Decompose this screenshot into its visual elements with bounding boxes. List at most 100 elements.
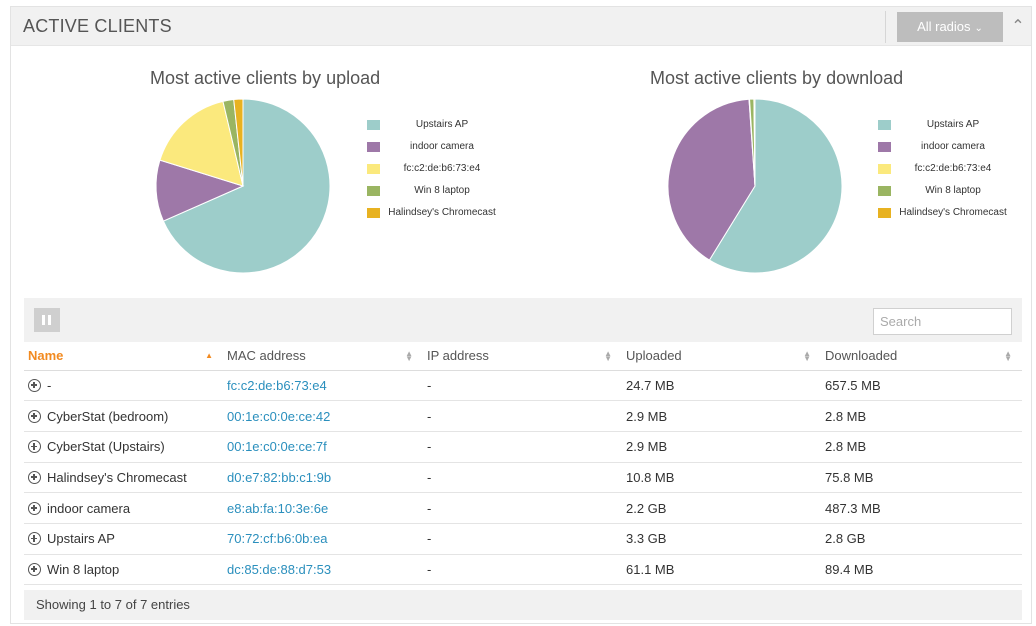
mac-address-link[interactable]: 00:1e:c0:0e:ce:42 xyxy=(223,400,423,432)
expand-plus-icon[interactable] xyxy=(28,562,41,576)
legend-swatch xyxy=(367,120,380,130)
column-header-uploaded[interactable]: Uploaded ▲ ▼ xyxy=(622,342,821,371)
client-name-cell[interactable]: indoor camera xyxy=(24,492,223,524)
expand-plus-icon[interactable] xyxy=(28,470,41,484)
mac-address-link[interactable]: dc:85:de:88:d7:53 xyxy=(223,554,423,586)
legend-label: fc:c2:de:b6:73:e4 xyxy=(403,163,481,174)
table-row: CyberStat (bedroom) 00:1e:c0:0e:ce:42 - … xyxy=(24,400,1022,432)
client-name-cell[interactable]: Halindsey's Chromecast xyxy=(24,462,223,494)
column-header-name[interactable]: Name ▲ xyxy=(24,342,223,371)
column-header-label: Name xyxy=(28,348,64,364)
chevron-up-icon: ⌃ xyxy=(1011,18,1025,35)
columns-icon[interactable] xyxy=(34,308,60,332)
client-name: Halindsey's Chromecast xyxy=(47,469,187,485)
expand-plus-icon[interactable] xyxy=(28,378,41,392)
panel-title: ACTIVE CLIENTS xyxy=(23,16,172,36)
radio-filter-label: All radios xyxy=(917,19,971,34)
client-name-cell[interactable]: CyberStat (Upstairs) xyxy=(24,431,223,463)
legend-label: indoor camera xyxy=(921,141,985,152)
sort-icon: ▲ ▼ xyxy=(405,349,413,363)
downloaded-value: 89.4 MB xyxy=(821,554,1022,586)
legend-swatch xyxy=(367,164,380,174)
column-header-mac[interactable]: MAC address ▲ ▼ xyxy=(223,342,423,371)
expand-plus-icon[interactable] xyxy=(28,501,41,515)
table-row: Halindsey's Chromecast d0:e7:82:bb:c1:9b… xyxy=(24,462,1022,494)
table-header-row: Name ▲ MAC address ▲ ▼ IP address ▲ ▼ Uplo… xyxy=(24,342,1022,371)
table-row: indoor camera e8:ab:fa:10:3e:6e - 2.2 GB… xyxy=(24,492,1022,524)
legend-label: Upstairs AP xyxy=(415,119,469,130)
downloaded-value: 75.8 MB xyxy=(821,462,1022,494)
legend-swatch xyxy=(878,208,891,218)
legend-label: Halindsey's Chromecast xyxy=(388,207,496,218)
mac-address-link[interactable]: 00:1e:c0:0e:ce:7f xyxy=(223,431,423,463)
pie-slice-fc-c2-de-b6-73-e4[interactable] xyxy=(159,100,244,187)
table-toolbar xyxy=(24,298,1022,342)
ip-address: - xyxy=(423,554,622,586)
legend-swatch xyxy=(878,120,891,130)
client-name-cell[interactable]: Win 8 laptop xyxy=(24,554,223,586)
mac-address-link[interactable]: e8:ab:fa:10:3e:6e xyxy=(223,492,423,524)
downloaded-value: 2.8 MB xyxy=(821,400,1022,432)
pie-slice-upstairs-ap[interactable] xyxy=(162,98,331,274)
client-name: CyberStat (Upstairs) xyxy=(47,439,165,455)
column-header-label: IP address xyxy=(427,348,489,364)
search-input[interactable] xyxy=(873,308,1012,335)
column-header-downloaded[interactable]: Downloaded ▲ ▼ xyxy=(821,342,1022,371)
expand-plus-icon[interactable] xyxy=(28,532,41,546)
client-name: Upstairs AP xyxy=(47,531,115,547)
table-row: CyberStat (Upstairs) 00:1e:c0:0e:ce:7f -… xyxy=(24,431,1022,463)
legend-swatch xyxy=(878,186,891,196)
mac-address-link[interactable]: d0:e7:82:bb:c1:9b xyxy=(223,462,423,494)
pie-slice-indoor-camera[interactable] xyxy=(667,98,756,261)
table-footer-info: Showing 1 to 7 of 7 entries xyxy=(24,590,1022,620)
pie-slice-indoor-camera[interactable] xyxy=(155,159,245,222)
client-name-cell[interactable]: CyberStat (bedroom) xyxy=(24,400,223,432)
uploaded-value: 2.9 MB xyxy=(622,431,821,463)
expand-plus-icon[interactable] xyxy=(28,440,41,454)
client-name-cell[interactable]: Upstairs AP xyxy=(24,523,223,555)
pie-slice-upstairs-ap[interactable] xyxy=(708,98,843,274)
ip-address: - xyxy=(423,400,622,432)
column-header-label: MAC address xyxy=(227,348,306,364)
legend-label: Win 8 laptop xyxy=(414,185,470,196)
ip-address: - xyxy=(423,492,622,524)
uploaded-value: 3.3 GB xyxy=(622,523,821,555)
pie-slice-halindsey-s-chromecast[interactable] xyxy=(233,98,244,187)
ip-address: - xyxy=(423,370,622,402)
clients-table-area: Name ▲ MAC address ▲▼ IP address ▲▼ Uplo… xyxy=(24,298,1022,620)
downloaded-value: 2.8 MB xyxy=(821,431,1022,463)
client-name-cell[interactable]: - xyxy=(24,370,223,402)
ip-address: - xyxy=(423,523,622,555)
ip-address: - xyxy=(423,462,622,494)
upload-pie-chart xyxy=(155,98,331,274)
column-header-ip[interactable]: IP address ▲ ▼ xyxy=(423,342,622,371)
mac-address-link[interactable]: 70:72:cf:b6:0b:ea xyxy=(223,523,423,555)
table-row: - fc:c2:de:b6:73:e4 - 24.7 MB 657.5 MB xyxy=(24,370,1022,402)
client-name: CyberStat (bedroom) xyxy=(47,408,169,424)
client-name: Win 8 laptop xyxy=(47,561,120,577)
legend-swatch xyxy=(878,164,891,174)
mac-address-link[interactable]: fc:c2:de:b6:73:e4 xyxy=(223,370,423,402)
uploaded-value: 10.8 MB xyxy=(622,462,821,494)
expand-plus-icon[interactable] xyxy=(28,409,41,423)
upload-chart-title: Most active clients by upload xyxy=(150,68,381,88)
sort-icon: ▲ ▼ xyxy=(1004,349,1012,363)
legend-label: Win 8 laptop xyxy=(925,185,981,196)
column-header-label: Uploaded xyxy=(626,348,682,364)
sort-icon: ▲ ▼ xyxy=(803,349,811,363)
radio-filter-dropdown[interactable]: All radios ⌄ xyxy=(897,12,1003,42)
collapse-panel-button[interactable]: ⌃ xyxy=(1005,13,1031,41)
pie-slice-halindsey-s-chromecast[interactable] xyxy=(753,98,756,187)
legend-swatch xyxy=(367,142,380,152)
ip-address: - xyxy=(423,431,622,463)
legend-swatch xyxy=(367,208,380,218)
legend-label: indoor camera xyxy=(410,141,474,152)
uploaded-value: 24.7 MB xyxy=(622,370,821,402)
client-name: - xyxy=(47,377,52,393)
downloaded-value: 657.5 MB xyxy=(821,370,1022,402)
sort-asc-icon: ▲ xyxy=(205,351,213,360)
client-name: indoor camera xyxy=(47,500,131,516)
header-divider xyxy=(885,11,886,43)
sort-icon: ▲ ▼ xyxy=(604,349,612,363)
chevron-down-icon: ⌄ xyxy=(974,23,983,34)
